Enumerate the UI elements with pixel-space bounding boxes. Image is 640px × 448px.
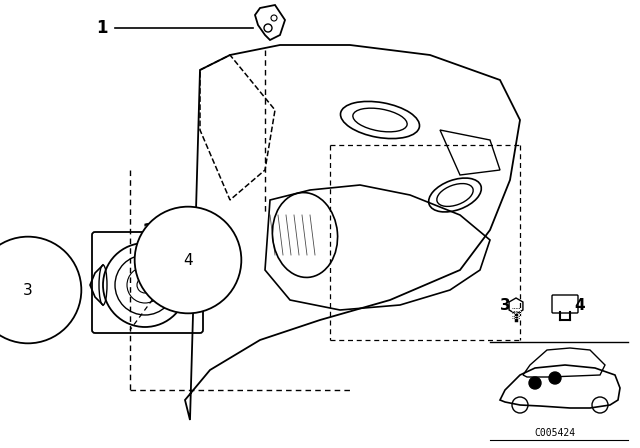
Text: 4: 4 (183, 253, 193, 267)
Text: 3: 3 (500, 297, 510, 313)
Text: C005424: C005424 (534, 428, 575, 438)
Text: 4: 4 (575, 297, 586, 313)
Text: 1: 1 (97, 19, 108, 37)
Text: 3: 3 (23, 283, 33, 297)
Circle shape (529, 377, 541, 389)
Text: 2: 2 (142, 222, 154, 240)
Circle shape (549, 372, 561, 384)
